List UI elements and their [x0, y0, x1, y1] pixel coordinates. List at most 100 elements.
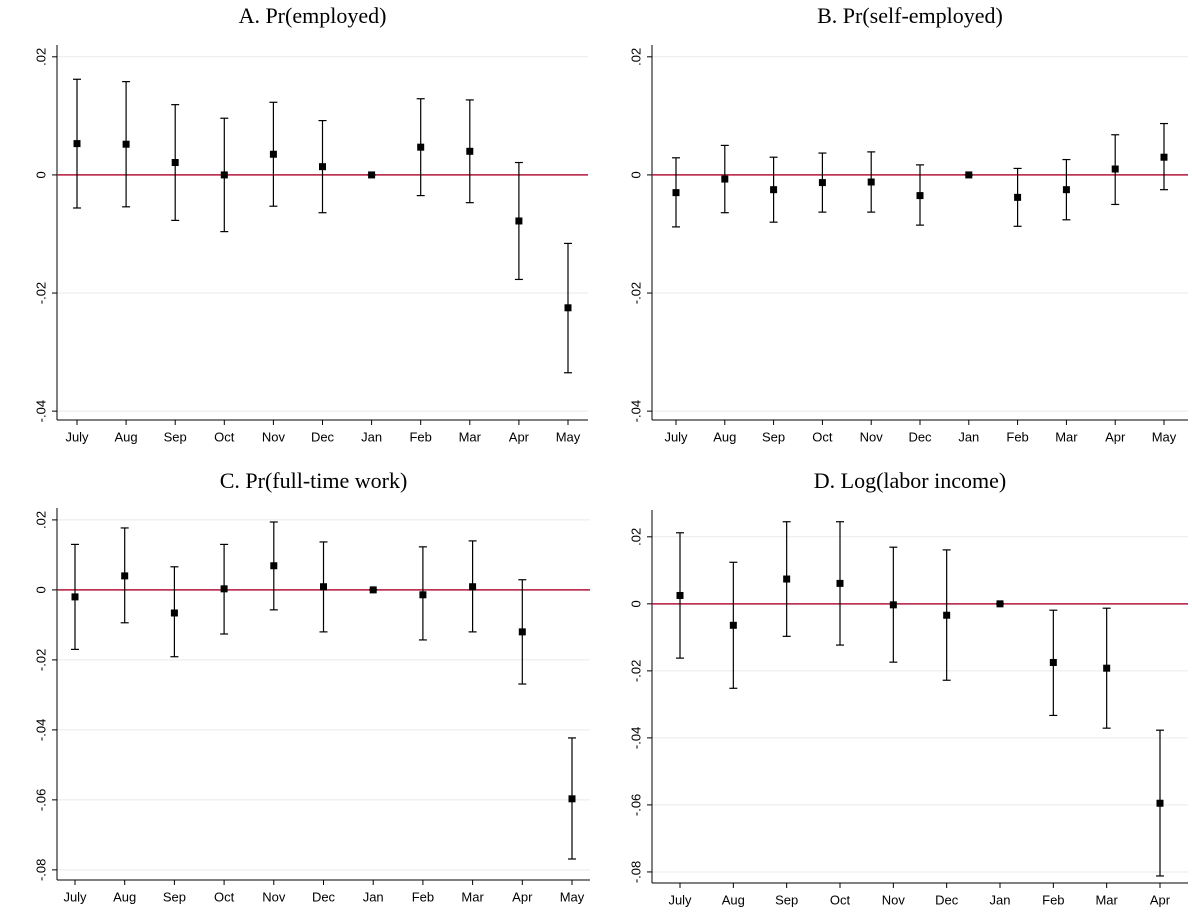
- point: [71, 593, 79, 601]
- y-tick-label: -.02: [33, 282, 48, 304]
- y-tick-label: -.02: [628, 660, 643, 682]
- point: [220, 585, 228, 593]
- x-tick-label: Sep: [775, 892, 798, 907]
- point: [515, 217, 523, 225]
- point: [320, 583, 327, 591]
- chart-title: D. Log(labor income): [814, 468, 1006, 493]
- x-tick-label: Sep: [762, 429, 785, 444]
- y-tick-label: -.04: [33, 719, 48, 741]
- point: [270, 562, 278, 570]
- x-tick-label: Mar: [1095, 892, 1118, 907]
- point: [518, 628, 526, 636]
- x-tick-label: Apr: [1150, 892, 1171, 907]
- x-tick-label: Mar: [461, 889, 484, 904]
- x-tick-label: Apr: [509, 429, 530, 444]
- x-tick-label: Sep: [163, 889, 186, 904]
- x-tick-label: Oct: [812, 429, 833, 444]
- point: [916, 192, 924, 200]
- point: [943, 611, 951, 619]
- y-tick-label: -.06: [33, 789, 48, 811]
- x-tick-label: Nov: [262, 889, 286, 904]
- point: [73, 140, 81, 148]
- y-tick-label: -.06: [628, 794, 643, 816]
- point: [419, 591, 427, 599]
- x-tick-label: Feb: [412, 889, 434, 904]
- point: [783, 575, 791, 583]
- point: [721, 175, 729, 183]
- point: [770, 186, 778, 194]
- y-tick-label: -.08: [628, 861, 643, 883]
- point: [319, 163, 326, 171]
- point: [729, 621, 737, 629]
- x-tick-label: Aug: [113, 889, 136, 904]
- point: [676, 591, 684, 599]
- y-tick-label: -.08: [33, 859, 48, 881]
- y-tick-label: 0: [628, 600, 643, 607]
- x-tick-label: Oct: [830, 892, 851, 907]
- point: [171, 159, 179, 167]
- point: [672, 189, 680, 197]
- x-tick-label: Sep: [164, 429, 187, 444]
- x-tick-label: Dec: [935, 892, 959, 907]
- point: [121, 572, 129, 580]
- x-tick-label: Aug: [722, 892, 745, 907]
- point: [1014, 193, 1022, 201]
- point: [469, 583, 477, 591]
- x-tick-label: Mar: [1055, 429, 1078, 444]
- point: [122, 140, 130, 148]
- y-tick-label: -.02: [33, 649, 48, 671]
- x-tick-label: May: [1152, 429, 1177, 444]
- point: [417, 143, 425, 151]
- x-tick-label: July: [65, 429, 89, 444]
- point: [466, 147, 474, 155]
- x-tick-label: May: [556, 429, 581, 444]
- point: [220, 171, 228, 179]
- x-tick-label: May: [560, 889, 585, 904]
- x-tick-label: July: [668, 892, 692, 907]
- point: [564, 304, 572, 312]
- chart-title: C. Pr(full-time work): [220, 468, 408, 493]
- chart-title: B. Pr(self-employed): [817, 3, 1003, 28]
- point: [1049, 658, 1057, 666]
- x-tick-label: Aug: [713, 429, 736, 444]
- y-tick-label: 0: [33, 586, 48, 593]
- point: [269, 150, 277, 158]
- point: [867, 178, 875, 186]
- y-tick-label: .02: [33, 48, 48, 66]
- x-tick-label: Dec: [908, 429, 932, 444]
- x-tick-label: Oct: [214, 429, 235, 444]
- point: [818, 179, 826, 187]
- point: [836, 579, 844, 587]
- chart-title: A. Pr(employed): [239, 3, 387, 28]
- x-tick-label: Nov: [262, 429, 286, 444]
- point: [568, 795, 576, 803]
- point: [170, 609, 178, 617]
- y-tick-label: -.04: [628, 727, 643, 749]
- point: [1062, 186, 1070, 194]
- y-tick-label: -.04: [628, 400, 643, 422]
- point: [1103, 664, 1111, 672]
- x-tick-label: Dec: [312, 889, 336, 904]
- point: [996, 600, 1004, 608]
- x-tick-label: Mar: [459, 429, 482, 444]
- point: [965, 171, 973, 179]
- y-tick-label: 0: [628, 171, 643, 178]
- y-tick-label: .02: [628, 528, 643, 546]
- x-tick-label: Aug: [115, 429, 138, 444]
- point: [1160, 153, 1168, 161]
- x-tick-label: Oct: [214, 889, 235, 904]
- x-tick-label: Jan: [361, 429, 382, 444]
- point: [1156, 799, 1164, 807]
- y-tick-label: 0: [33, 171, 48, 178]
- x-tick-label: Dec: [311, 429, 335, 444]
- x-tick-label: Jan: [363, 889, 384, 904]
- x-tick-label: Feb: [1006, 429, 1028, 444]
- x-tick-label: Feb: [1042, 892, 1064, 907]
- x-tick-label: July: [664, 429, 688, 444]
- point: [889, 601, 897, 609]
- point: [369, 586, 377, 594]
- x-tick-label: Nov: [882, 892, 906, 907]
- x-tick-label: Apr: [1105, 429, 1126, 444]
- point: [368, 171, 376, 179]
